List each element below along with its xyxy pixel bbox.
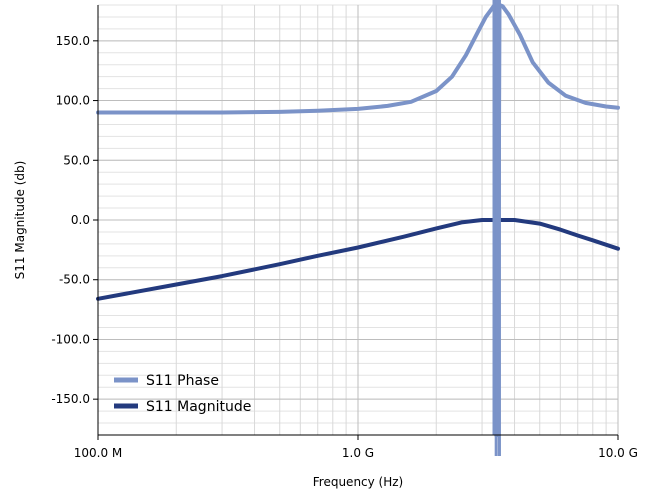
series-line-1: [96, 218, 620, 301]
x-tick-label: 1.0 G: [342, 446, 374, 460]
legend: S11 Phase S11 Magnitude: [114, 373, 251, 415]
series-layer: [96, 0, 620, 456]
y-tick-label: -50.0: [59, 273, 90, 287]
x-axis-title: Frequency (Hz): [313, 475, 404, 489]
y-tick-label: 0.0: [71, 213, 90, 227]
legend-label: S11 Phase: [146, 373, 219, 389]
legend-label: S11 Magnitude: [146, 399, 251, 415]
y-tick-label: -100.0: [51, 332, 90, 346]
y-tick-label: -150.0: [51, 392, 90, 406]
y-tick-label: 150.0: [56, 34, 90, 48]
x-tick-label: 100.0 M: [74, 446, 123, 460]
y-tick-label: 100.0: [56, 94, 90, 108]
x-axis-ticks: 100.0 M 1.0 G 10.0 G: [74, 435, 638, 460]
y-axis-title: S11 Magnitude (db): [13, 161, 27, 280]
y-axis-ticks: 150.0 100.0 50.0 0.0 -50.0 -100.0 -150.0: [51, 34, 98, 406]
y-tick-label: 50.0: [63, 153, 90, 167]
x-tick-label: 10.0 G: [598, 446, 638, 460]
major-gridlines: [98, 5, 619, 435]
